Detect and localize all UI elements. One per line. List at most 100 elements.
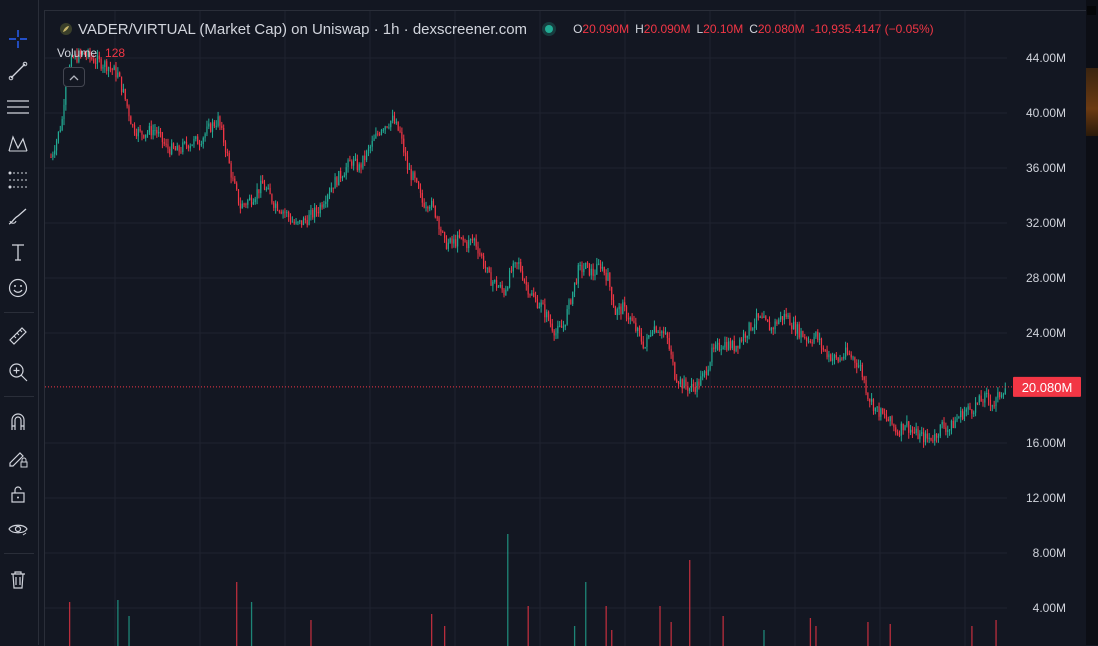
- grid-layer: [45, 11, 1007, 646]
- candle-body: [776, 321, 778, 325]
- candle-body: [650, 335, 652, 337]
- candle-body: [239, 203, 241, 209]
- candle-body: [768, 321, 771, 331]
- candle-body: [466, 241, 468, 249]
- candle-body: [752, 328, 754, 331]
- candle-body: [61, 119, 63, 131]
- candle-body: [935, 434, 938, 438]
- candle-body: [154, 130, 156, 132]
- candle-body: [754, 324, 756, 329]
- trend-line-icon[interactable]: [4, 57, 32, 85]
- candle-body: [260, 180, 262, 194]
- candle-body: [273, 202, 275, 208]
- volume-bar: [867, 622, 869, 646]
- ruler-icon[interactable]: [4, 322, 32, 350]
- candle-body: [538, 306, 540, 308]
- candle-body: [930, 437, 932, 441]
- pattern-icon[interactable]: [4, 130, 32, 158]
- candle-body: [243, 203, 245, 205]
- text-icon[interactable]: [4, 238, 32, 266]
- lock-drawing-icon[interactable]: [4, 444, 32, 472]
- candle-body: [362, 155, 364, 168]
- candle-body: [780, 316, 782, 320]
- candle-body: [612, 300, 615, 307]
- candle-body: [445, 237, 448, 249]
- candle-body: [750, 322, 752, 331]
- candle-body: [343, 175, 345, 178]
- candle-body: [486, 267, 488, 269]
- candle-body: [382, 129, 384, 131]
- candle-body: [388, 127, 390, 129]
- candle-body: [1002, 394, 1005, 396]
- volume-bar: [659, 606, 661, 646]
- zoom-in-icon[interactable]: [4, 358, 32, 386]
- candle-body: [98, 55, 100, 60]
- candle-body: [432, 200, 435, 206]
- candle-body: [447, 242, 449, 249]
- emoji-icon[interactable]: [4, 274, 32, 302]
- candle-body: [341, 177, 344, 179]
- fib-icon[interactable]: [4, 166, 32, 194]
- candle-body: [859, 364, 862, 366]
- price-tick-label: 12.00M: [1026, 491, 1066, 505]
- candle-body: [516, 262, 518, 264]
- candle-body: [510, 270, 513, 272]
- trash-icon[interactable]: [4, 565, 32, 593]
- candle-body: [171, 143, 173, 155]
- candle-body: [742, 333, 745, 341]
- candle-body: [512, 263, 514, 272]
- candle-body: [282, 211, 284, 214]
- candle-body: [438, 217, 440, 230]
- candle-body: [733, 340, 735, 352]
- candle-body: [846, 347, 849, 354]
- candle-body: [590, 268, 592, 276]
- brush-icon[interactable]: [4, 202, 32, 230]
- volume-bar: [722, 616, 724, 646]
- candle-body: [770, 327, 772, 331]
- candle-body: [185, 141, 188, 146]
- candle-body: [718, 342, 720, 351]
- candle-body: [276, 203, 279, 211]
- candle-body: [919, 433, 921, 439]
- candle-body: [91, 57, 93, 60]
- candle-body: [670, 348, 672, 355]
- volume-legend: Volume 128: [57, 46, 125, 60]
- candle-body: [210, 123, 212, 132]
- candle-body: [960, 410, 962, 418]
- candle-body: [211, 122, 214, 132]
- candle-body: [412, 172, 414, 180]
- lock-icon[interactable]: [4, 480, 32, 508]
- candle-body: [703, 371, 706, 374]
- candle-body: [1000, 394, 1003, 398]
- candle-body: [605, 272, 607, 281]
- candle-body: [189, 145, 191, 149]
- volume-bar: [971, 626, 973, 646]
- candle-body: [726, 341, 728, 350]
- crosshair-icon[interactable]: [4, 25, 32, 53]
- candle-body: [627, 318, 629, 320]
- collapse-legend-button[interactable]: [63, 67, 85, 87]
- eye-icon[interactable]: [4, 515, 32, 543]
- candle-body: [547, 311, 550, 320]
- candle-body: [74, 53, 76, 58]
- side-thumbnail: [1086, 68, 1098, 136]
- candle-body: [642, 341, 644, 348]
- candle-body: [521, 271, 524, 280]
- candle-body: [884, 413, 886, 415]
- candle-body: [271, 194, 273, 203]
- magnet-icon[interactable]: [4, 407, 32, 435]
- candle-body: [330, 187, 332, 192]
- candle-body: [451, 238, 453, 244]
- candle-body: [458, 235, 461, 238]
- candle-body: [386, 126, 388, 128]
- candle-body: [310, 209, 312, 215]
- candle-body: [54, 150, 56, 155]
- status-dot: [545, 25, 554, 33]
- chart-pane[interactable]: 44.00M 40.00M 36.00M 32.00M 28.00M 24.00M 16.0…: [44, 10, 1087, 646]
- price-chart[interactable]: 44.00M 40.00M 36.00M 32.00M 28.00M 24.00M 16.0…: [45, 11, 1087, 646]
- candle-body: [462, 237, 464, 241]
- horizontal-lines-icon[interactable]: [4, 93, 32, 121]
- candle-body: [265, 188, 267, 190]
- candle-body: [431, 200, 433, 208]
- candle-body: [187, 145, 189, 149]
